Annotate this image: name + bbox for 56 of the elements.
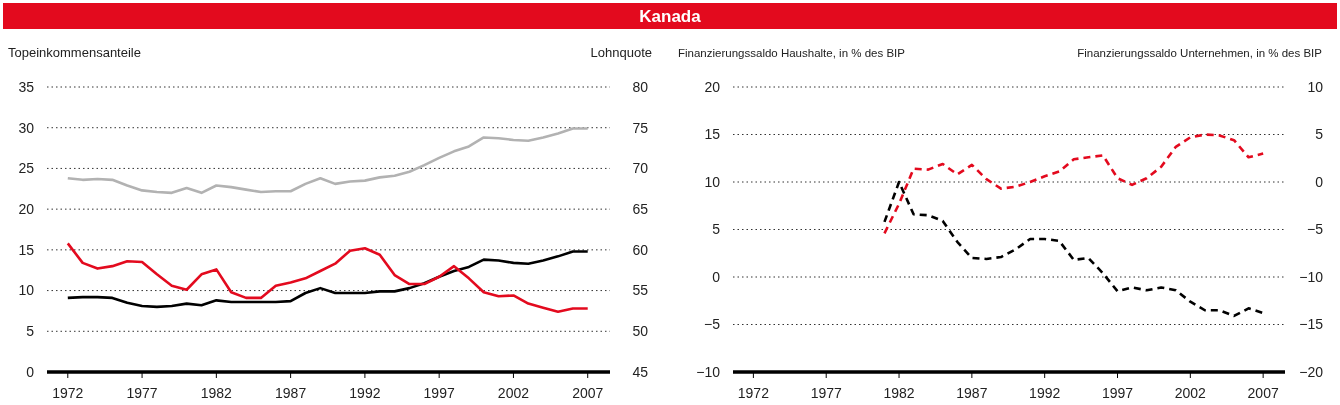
x-tick-label: 1977 [810,385,842,401]
x-tick-label: 2007 [1247,385,1279,401]
y-tick-label: 20 [18,201,35,218]
x-tick-label: 1992 [1029,385,1061,401]
y-tick-label: 20 [704,78,721,95]
y2-tick-label: 70 [632,160,649,177]
x-tick-label: 1997 [1101,385,1134,401]
x-tick-label: 1997 [423,385,455,401]
x-tick-label: 2002 [497,385,530,401]
line-series [66,242,590,314]
y-axis-title: Topeinkommensanteile [8,45,141,60]
y2-tick-label: 60 [632,241,649,258]
y2-tick-label: −15 [1299,316,1324,333]
y2-tick-label: 55 [632,282,649,299]
y2-tick-label: 65 [632,201,649,218]
y-tick-label: 35 [18,78,35,95]
y-tick-label: 5 [712,221,721,238]
y2-tick-label: 5 [1315,126,1324,143]
line-series [66,127,590,195]
x-tick-label: 1977 [126,385,158,401]
y-axis-title: Finanzierungssaldo Haushalte, in % des BIP [678,47,906,59]
y2-tick-label: 80 [632,78,649,95]
x-tick-label: 2007 [572,385,604,401]
y-tick-label: 30 [18,119,35,136]
y-tick-label: 10 [704,173,721,190]
y2-axis-title: Finanzierungssaldo Unternehmen, in % des BIP [1077,47,1323,59]
y2-axis-title: Lohnquote [590,45,652,60]
text: Kanada [639,7,702,26]
line-series [883,133,1265,235]
y-tick-label: 10 [18,282,35,299]
y2-tick-label: −10 [1299,268,1324,285]
y-tick-label: 15 [18,241,35,258]
x-tick-label: 2002 [1174,385,1207,401]
y-tick-label: 5 [26,323,35,340]
y-tick-label: −5 [704,316,721,333]
line-series [66,250,590,309]
x-tick-label: 1987 [275,385,307,401]
y2-tick-label: 0 [1315,173,1324,190]
y2-tick-label: 45 [632,363,649,380]
x-tick-label: 1972 [52,385,84,401]
y2-tick-label: 75 [632,119,649,136]
y2-tick-label: −5 [1307,221,1324,238]
line-series [883,180,1265,318]
y2-tick-label: 50 [632,323,649,340]
y-tick-label: 15 [704,126,721,143]
x-tick-label: 1992 [349,385,381,401]
y-tick-label: 0 [712,268,721,285]
y-tick-label: −10 [696,363,721,380]
x-tick-label: 1982 [883,385,915,401]
y2-tick-label: −20 [1299,363,1324,380]
x-tick-label: 1982 [200,385,233,401]
y-tick-label: 25 [18,160,35,177]
x-tick-label: 1987 [956,385,988,401]
x-tick-label: 1972 [737,385,770,401]
y-tick-label: 0 [26,363,35,380]
y2-tick-label: 10 [1307,78,1324,95]
